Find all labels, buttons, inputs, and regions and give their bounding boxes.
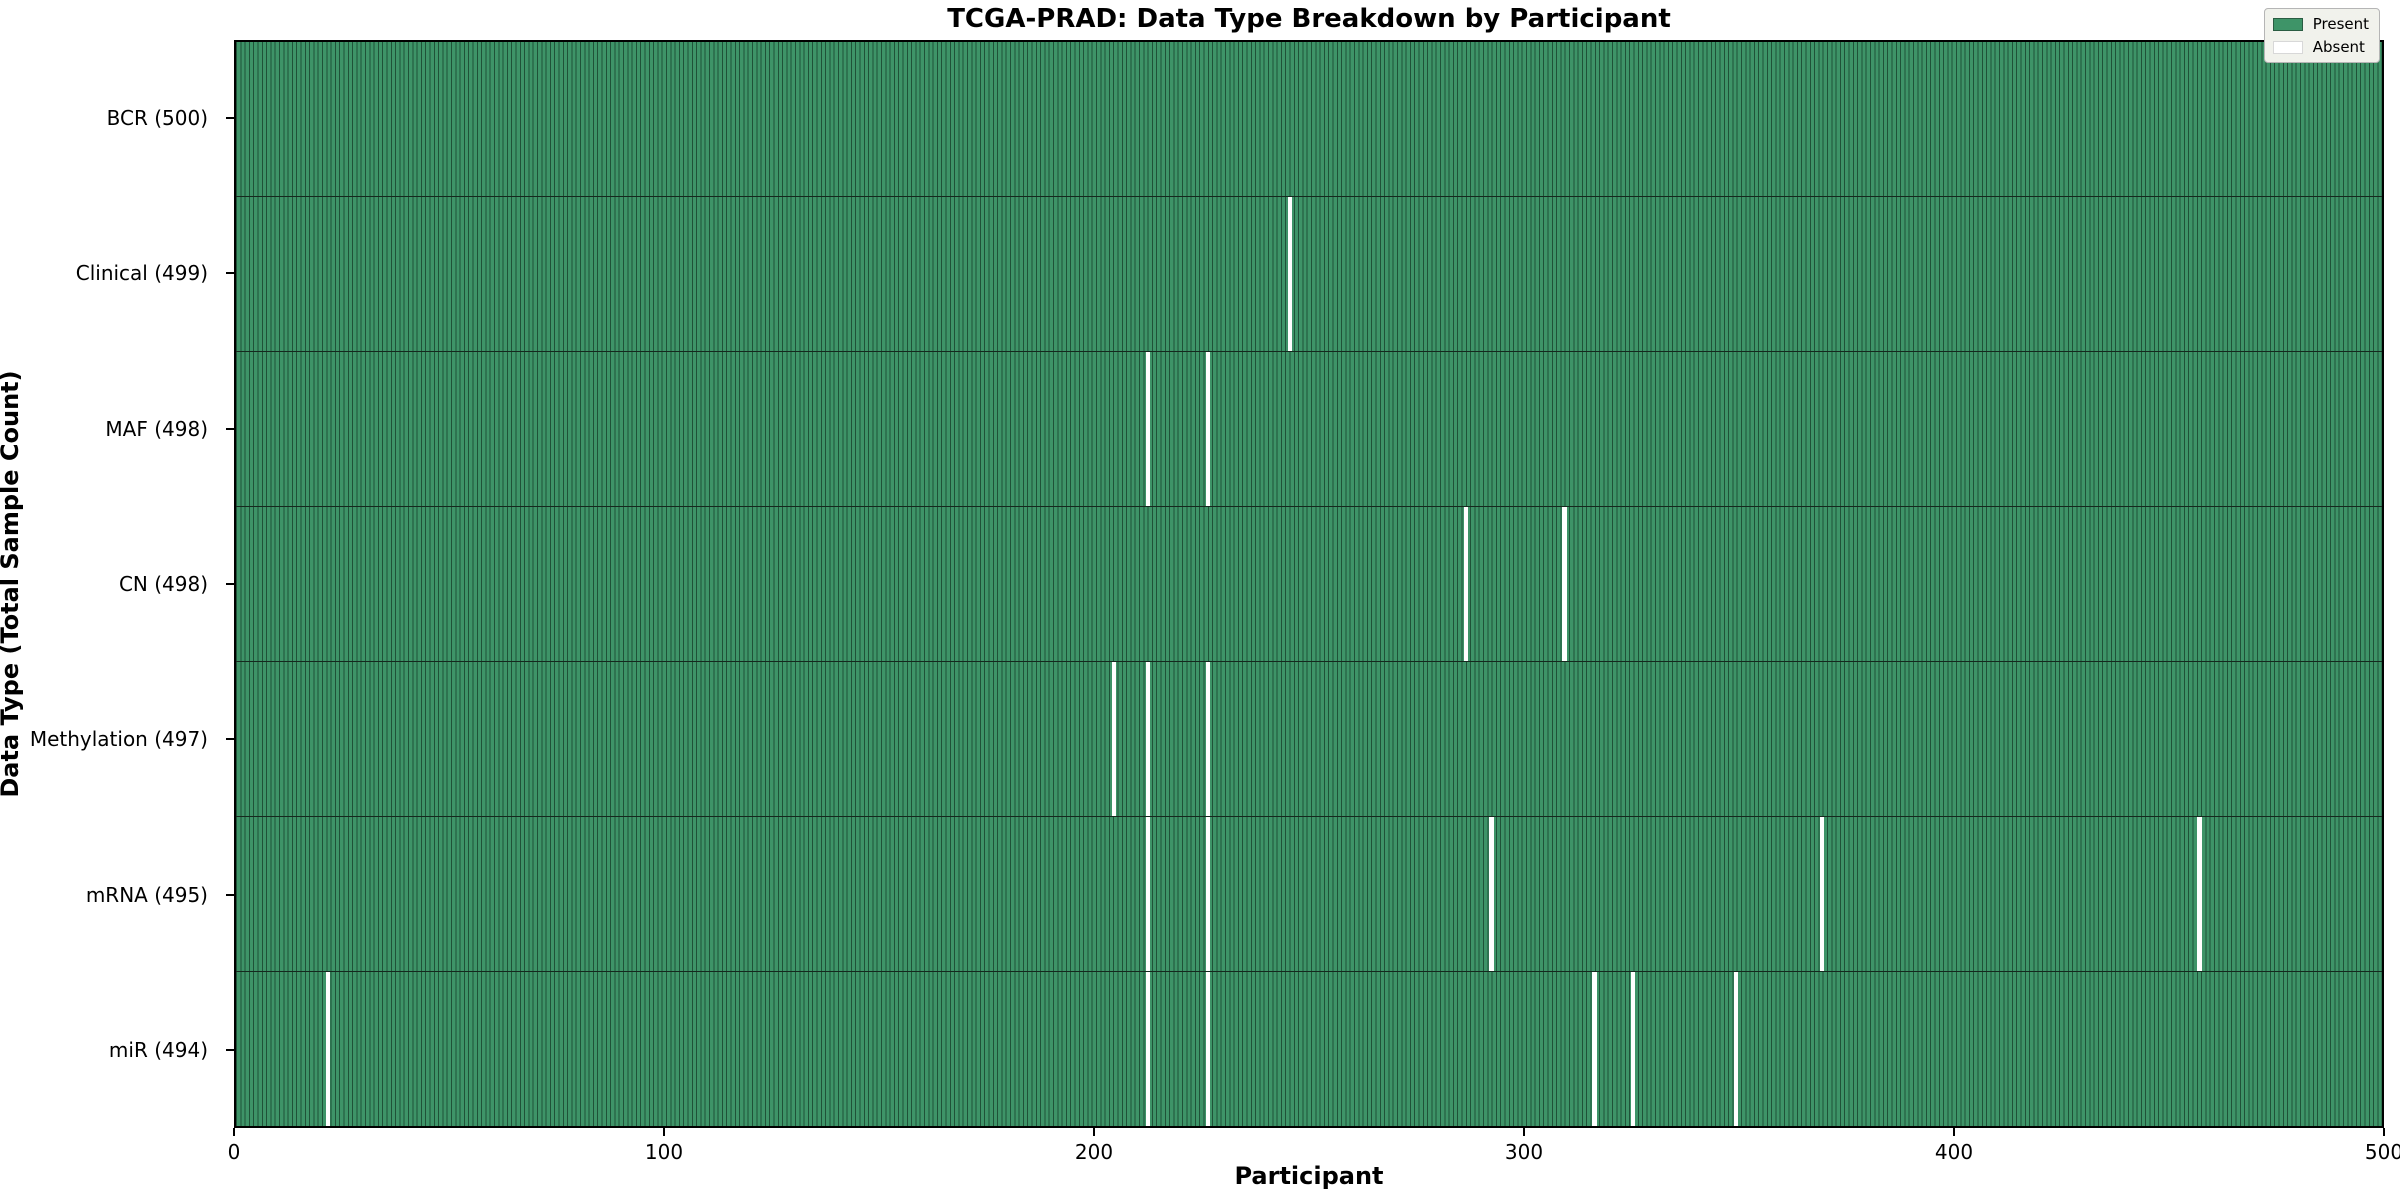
absent-marker bbox=[1205, 662, 1211, 816]
absent-marker bbox=[1111, 662, 1116, 816]
x-tick bbox=[233, 1128, 235, 1136]
heatmap-row-Methylation bbox=[236, 662, 2382, 817]
y-tick-label: Methylation (497) bbox=[29, 727, 208, 752]
absent-marker bbox=[1592, 972, 1597, 1126]
chart-title: TCGA-PRAD: Data Type Breakdown by Partic… bbox=[947, 4, 1671, 34]
x-tick-label: 100 bbox=[644, 1140, 684, 1164]
heatmap-row-BCR bbox=[236, 42, 2382, 197]
x-tick-label: 500 bbox=[2364, 1140, 2400, 1164]
absent-marker bbox=[1630, 972, 1636, 1126]
x-tick bbox=[1523, 1128, 1525, 1136]
x-tick bbox=[2383, 1128, 2385, 1136]
absent-marker bbox=[1145, 817, 1151, 971]
y-tick-label: Clinical (499) bbox=[75, 261, 208, 286]
absent-marker bbox=[1287, 197, 1292, 351]
x-tick-label: 200 bbox=[1074, 1140, 1114, 1164]
x-tick bbox=[1953, 1128, 1955, 1136]
absent-marker bbox=[1145, 662, 1151, 816]
absent-marker bbox=[1205, 352, 1211, 506]
present-swatch-icon bbox=[2272, 17, 2303, 31]
legend-entry-present: Present bbox=[2272, 15, 2369, 33]
absent-marker bbox=[1205, 972, 1211, 1126]
y-tick bbox=[226, 583, 234, 585]
x-axis-label: Participant bbox=[1234, 1162, 1384, 1190]
absent-marker bbox=[1145, 352, 1151, 506]
heatmap-row-miR bbox=[236, 972, 2382, 1126]
legend: Present Absent bbox=[2263, 8, 2380, 63]
y-tick bbox=[226, 893, 234, 896]
absent-marker bbox=[1463, 507, 1468, 661]
y-tick-label: CN (498) bbox=[118, 572, 208, 596]
heatmap-row-MAF bbox=[236, 352, 2382, 507]
absent-marker bbox=[1819, 817, 1825, 971]
plot-area bbox=[234, 40, 2384, 1128]
y-tick-label: BCR (500) bbox=[106, 105, 208, 130]
legend-entry-absent: Absent bbox=[2272, 38, 2369, 56]
y-tick-label: MAF (498) bbox=[105, 416, 208, 441]
y-tick-label: miR (494) bbox=[108, 1038, 208, 1063]
x-tick-label: 300 bbox=[1504, 1140, 1544, 1164]
absent-marker bbox=[1733, 972, 1739, 1126]
y-tick bbox=[226, 1049, 234, 1052]
x-tick bbox=[663, 1128, 665, 1136]
absent-marker bbox=[1489, 817, 1494, 971]
y-tick bbox=[226, 738, 234, 741]
heatmap-row-mRNA bbox=[236, 817, 2382, 972]
y-tick bbox=[226, 116, 234, 119]
x-tick-label: 0 bbox=[227, 1140, 241, 1164]
absent-marker bbox=[326, 972, 331, 1126]
absent-marker bbox=[1205, 817, 1211, 971]
x-tick-label: 400 bbox=[1934, 1140, 1974, 1164]
absent-marker bbox=[1562, 507, 1567, 661]
y-tick bbox=[226, 272, 234, 275]
legend-label-present: Present bbox=[2312, 15, 2369, 33]
legend-label-absent: Absent bbox=[2312, 38, 2365, 56]
y-tick bbox=[226, 427, 234, 430]
y-tick-label: mRNA (495) bbox=[85, 882, 208, 907]
absent-marker bbox=[2197, 817, 2202, 971]
heatmap-row-CN bbox=[236, 507, 2382, 662]
heatmap-row-Clinical bbox=[236, 197, 2382, 352]
absent-marker bbox=[1145, 972, 1151, 1126]
x-tick bbox=[1093, 1128, 1095, 1136]
y-axis-label: Data Type (Total Sample Count) bbox=[0, 370, 24, 798]
absent-swatch-icon bbox=[2272, 40, 2303, 54]
